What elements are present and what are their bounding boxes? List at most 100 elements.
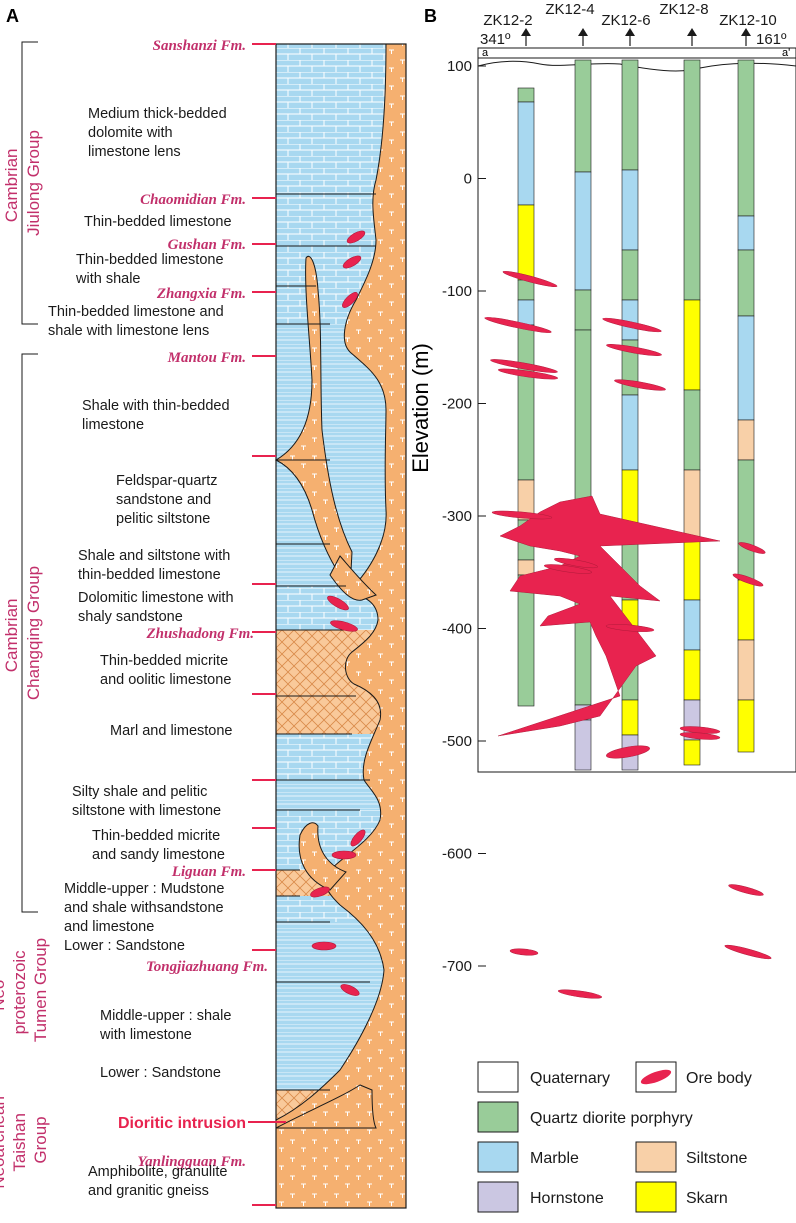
arrow-up-icon [687,28,697,36]
core-interval [574,59,592,173]
arrow-up-icon [741,28,751,36]
legend-skarn: Skarn [686,1190,728,1207]
drill-hole-zk12-8 [683,28,701,766]
svg-text:Cambrian Changqing Group: Cambrian Changqing Group [2,566,43,700]
legend-quartz-diorite-porphyry: Quartz diorite porphyry [530,1110,693,1127]
y-axis-label: Elevation (m) [408,343,433,473]
core-interval [737,315,755,421]
group-changqing-l2: Changqing Group [24,566,43,700]
fm-yanlingguan: Yanlingguan Fm. [137,1154,246,1170]
fm-zhushadong: Zhushadong Fm. [145,626,254,642]
zk12-4-label: ZK12-4 [545,1,594,18]
core-interval [683,649,701,701]
group-tumen-l1: Neo- [0,974,8,1011]
desc-10: Marl and limestone [110,723,233,739]
group-brackets [21,41,38,913]
core-interval [683,389,701,471]
drill-hole-zk12-10 [737,28,755,753]
core-interval [683,59,701,301]
fm-sanshanzi: Sanshanzi Fm. [153,38,246,54]
svg-text:Neo- proterozoic T: Neo- proterozoic Tumen Group [0,938,50,1042]
core-interval [517,324,535,481]
core-interval [737,639,755,701]
y-tick-label: -200 [442,396,472,413]
core-interval [517,279,535,301]
core-interval [517,204,535,281]
desc-13: Middle-upper : Mudstone and shale withsa… [64,881,228,954]
legend-siltstone: Siltstone [686,1150,747,1167]
svg-text:Cambrian Jiulong Group: Cambrian Jiulong Group [2,130,43,236]
formation-names: Sanshanzi Fm. Chaomidian Fm. Gushan Fm. … [118,38,286,1170]
group-taishan-l3: Group [31,1116,50,1163]
legend: Quaternary Ore body Quartz diorite porph… [477,1061,752,1213]
group-labels: Cambrian Jiulong Group Cambrian Changqin… [0,130,50,1189]
fm-liguan: Liguan Fm. [171,864,246,880]
arrow-up-icon [625,28,635,36]
section-end-a-prime: a' [782,47,790,59]
legend-quaternary: Quaternary [530,1070,610,1087]
core-interval [683,739,701,766]
desc-1: Medium thick-bedded dolomite with limest… [88,106,231,160]
desc-3: Thin-bedded limestone with shale [75,252,228,287]
ore-body-swatch-icon [640,1069,672,1085]
group-taishan-l1: Neoarchean [0,1096,8,1189]
desc-11: Silty shale and pelitic siltstone with l… [72,784,221,819]
core-interval [517,299,535,326]
formation-ticks [252,43,276,1206]
core-interval [621,249,639,301]
fm-mantou: Mantou Fm. [167,350,246,366]
desc-6: Feldspar-quartz sandstone and pelitic si… [116,473,222,527]
zk12-2-label: ZK12-2 [483,12,532,29]
zk12-10-label: ZK12-10 [719,12,777,29]
azimuth-left: 341º [480,31,511,48]
drill-hole-zk12-4 [574,28,592,771]
panel-b-label: B [424,6,437,26]
group-changqing-l1: Cambrian [2,599,21,673]
group-jiulong-l1: Cambrian [2,149,21,223]
zk12-6-label: ZK12-6 [601,12,650,29]
fm-gushan: Gushan Fm. [168,237,246,253]
core-interval [737,419,755,461]
drill-holes [517,28,755,771]
core-interval [517,559,535,576]
desc-2: Thin-bedded limestone [84,214,232,230]
fm-tongjiazhuang: Tongjiazhuang Fm. [146,959,268,975]
desc-8: Dolomitic limestone with shaly sandstone [78,590,238,625]
core-interval [621,59,639,171]
core-interval [683,299,701,391]
y-tick-label: -300 [442,508,472,525]
arrow-up-icon [578,28,588,36]
arrow-up-icon [521,28,531,36]
core-interval [737,59,755,217]
y-tick-label: 100 [447,58,472,75]
legend-marble: Marble [530,1150,579,1167]
core-interval [621,299,639,341]
core-interval [621,699,639,736]
desc-14: Middle-upper : shale with limestone Lowe… [99,1008,235,1081]
zk12-8-label: ZK12-8 [659,1,708,18]
core-interval [574,719,592,771]
core-interval [621,394,639,471]
y-tick-label: -100 [442,283,472,300]
desc-5: Shale with thin-bedded limestone [82,398,234,433]
desc-9: Thin-bedded micrite and oolitic limeston… [100,653,232,688]
desc-12: Thin-bedded micrite and sandy limestone [92,828,225,863]
core-interval [737,249,755,317]
drill-hole-labels: ZK12-2 ZK12-4 ZK12-6 ZK12-8 ZK12-10 341º… [480,1,787,48]
core-interval [683,469,701,541]
y-tick-label: -400 [442,621,472,638]
y-tick-label: -500 [442,733,472,750]
svg-text:Neoarchean Taishan: Neoarchean Taishan Group [0,1091,50,1188]
core-interval [621,169,639,251]
main-ore-body [497,495,721,737]
desc-15: Amphibolite, granulite and granitic gnei… [88,1164,231,1199]
group-tumen-l3: Tumen Group [31,938,50,1042]
core-interval [737,699,755,753]
stratigraphic-column [274,43,407,1209]
y-tick-label: -600 [442,846,472,863]
core-interval [737,579,755,641]
core-interval [517,101,535,206]
ore-bodies-section [484,270,772,999]
desc-4: Thin-bedded limestone and shale with lim… [48,304,228,339]
core-interval [517,574,535,707]
